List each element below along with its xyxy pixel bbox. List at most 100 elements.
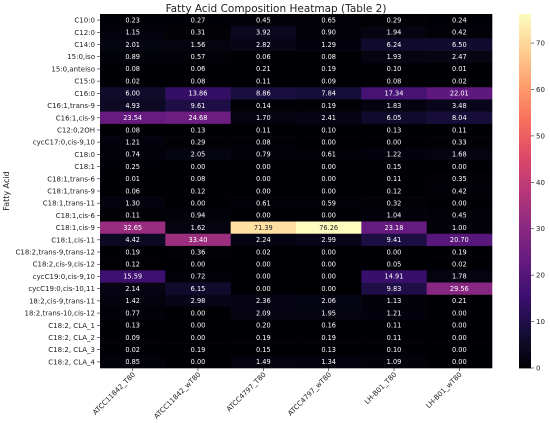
heatmap-cell <box>230 343 297 357</box>
heatmap-cell <box>361 343 427 357</box>
cell-value-label: 0.11 <box>387 322 402 330</box>
cell-value-label: 0.27 <box>191 16 206 24</box>
colorbar-segment <box>519 247 531 251</box>
cell-value-label: 0.02 <box>452 261 467 269</box>
colorbar-segment <box>519 191 531 195</box>
colorbar-segment <box>519 347 531 351</box>
heatmap-cell <box>361 75 427 88</box>
colorbar-segment <box>519 99 531 103</box>
cell-value-label: 0.16 <box>321 322 336 330</box>
colorbar-segment <box>519 164 531 168</box>
colorbar-segment <box>519 16 531 21</box>
colorbar-segment <box>519 294 531 298</box>
heatmap-cell <box>361 270 427 283</box>
heatmap-cell <box>426 99 493 112</box>
cell-value-label: 22.01 <box>450 90 469 98</box>
heatmap-cell <box>296 245 362 259</box>
heatmap-cell <box>230 160 297 173</box>
heatmap-cell <box>426 26 493 39</box>
cell-value-label: 0.19 <box>321 65 336 73</box>
cell-value-label: 0.00 <box>452 200 467 208</box>
cell-value-label: 14.91 <box>385 273 404 281</box>
cell-value-label: 0.00 <box>452 334 467 342</box>
heatmap-cell <box>361 14 427 27</box>
cell-value-label: 1.22 <box>387 151 402 159</box>
colorbar-segment <box>519 173 531 177</box>
heatmap-cell <box>100 233 166 247</box>
cell-value-label: 0.00 <box>191 322 206 330</box>
heatmap-cell <box>100 172 166 186</box>
heatmap-cell <box>361 123 427 137</box>
heatmap-cell <box>361 50 427 64</box>
heatmap-cell <box>165 99 231 112</box>
colorbar-segment <box>519 108 531 112</box>
heatmap-cell <box>100 221 166 235</box>
column-label: LH-B01_T80 <box>363 371 398 406</box>
cell-value-label: 0.19 <box>452 248 467 256</box>
colorbar-segment <box>519 152 531 156</box>
cell-value-label: 0.24 <box>452 16 467 24</box>
colorbar-tick-label: 0 <box>536 365 540 373</box>
heatmap-cell <box>361 245 427 259</box>
heatmap-cell <box>100 26 166 39</box>
cell-value-label: 2.41 <box>321 114 336 122</box>
colorbar-segment <box>519 320 531 325</box>
heatmap-cell <box>165 294 231 308</box>
heatmap-cell <box>426 87 493 100</box>
cell-value-label: 0.08 <box>387 77 402 85</box>
cell-value-label: 1.56 <box>191 41 206 49</box>
cell-value-label: 4.42 <box>125 236 140 244</box>
colorbar-segment <box>519 267 531 272</box>
colorbar-segment <box>519 223 531 227</box>
cell-value-label: 0.00 <box>321 175 336 183</box>
cell-value-label: 0.23 <box>125 16 140 24</box>
colorbar-segment <box>519 214 531 218</box>
colorbar-segment <box>519 276 531 280</box>
cell-value-label: 1.34 <box>321 358 336 366</box>
colorbar-segment <box>519 229 531 233</box>
colorbar-segment <box>519 193 531 198</box>
row-label: C12:0,2OH <box>57 126 95 134</box>
heatmap-cell <box>100 136 166 149</box>
cell-value-label: 0.00 <box>321 212 336 220</box>
cell-value-label: 29.56 <box>450 285 469 293</box>
heatmap-cell <box>165 148 231 161</box>
heatmap-cell <box>165 75 231 88</box>
heatmap-cell <box>296 319 362 332</box>
colorbar-segment <box>519 188 531 192</box>
colorbar-segment <box>519 232 531 236</box>
heatmap-cell <box>361 136 427 149</box>
colorbar-segment <box>519 250 531 254</box>
heatmap-cell <box>426 245 493 259</box>
row-label: C18:2, CLA_3 <box>48 346 95 354</box>
row-label: cycC19:0,cis-9,10 <box>33 273 95 281</box>
row-label: C18:1,cis-11 <box>51 236 95 244</box>
cell-value-label: 0.09 <box>321 77 336 85</box>
colorbar-segment <box>519 179 531 183</box>
heatmap-cell <box>100 209 166 222</box>
colorbar-segment <box>519 114 531 118</box>
cell-value-label: 2.98 <box>191 297 206 305</box>
cell-value-label: 0.36 <box>191 248 206 256</box>
cell-value-label: 1.00 <box>452 224 467 232</box>
heatmap-cell <box>100 14 166 27</box>
cell-value-label: 4.93 <box>125 102 140 110</box>
cell-value-label: 9.83 <box>387 285 402 293</box>
row-label: C18:2,trans-9,trans-12 <box>16 249 95 257</box>
colorbar-segment <box>519 208 531 213</box>
colorbar-segment <box>519 285 531 289</box>
heatmap-cell <box>100 148 166 161</box>
cell-value-label: 0.00 <box>256 285 271 293</box>
row-label: C18:2,cis-9,cis-12 <box>33 261 95 269</box>
colorbar-segment <box>519 291 531 295</box>
cell-value-label: 23.18 <box>385 224 404 232</box>
heatmap-cell <box>165 270 231 283</box>
cell-value-label: 1.49 <box>256 358 271 366</box>
cell-value-label: 0.11 <box>387 175 402 183</box>
cell-value-label: 0.79 <box>256 151 271 159</box>
cell-value-label: 0.20 <box>256 322 271 330</box>
cell-value-label: 0.12 <box>125 261 140 269</box>
cell-value-label: 0.02 <box>125 77 140 85</box>
heatmap-cell <box>100 245 166 259</box>
heatmap-cell <box>230 172 297 186</box>
